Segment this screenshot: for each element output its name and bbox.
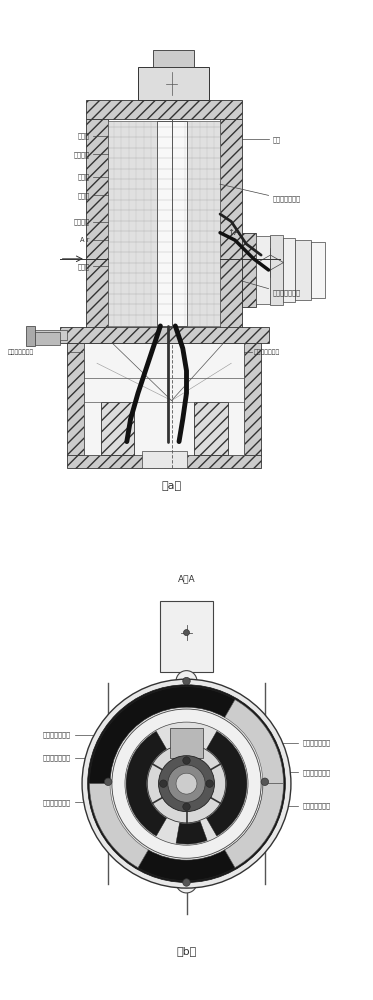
Wedge shape: [90, 784, 148, 868]
Circle shape: [104, 778, 112, 786]
Circle shape: [159, 756, 214, 812]
Circle shape: [206, 780, 213, 787]
Bar: [101, 402, 134, 455]
Bar: [86, 119, 108, 328]
Text: 定子端通讯电缆: 定子端通讯电缆: [272, 196, 300, 202]
Circle shape: [125, 722, 248, 845]
Bar: [86, 100, 242, 119]
Text: 转子端信号电缆: 转子端信号电缆: [43, 732, 71, 738]
Bar: [244, 337, 261, 456]
Bar: [170, 728, 203, 758]
Bar: [270, 235, 283, 305]
Text: 簧片组件: 簧片组件: [73, 151, 90, 158]
Text: 通讯环: 通讯环: [78, 132, 90, 139]
Bar: [256, 236, 270, 304]
Wedge shape: [90, 687, 235, 784]
Bar: [142, 451, 186, 468]
Bar: [157, 121, 186, 326]
Bar: [173, 758, 200, 765]
Circle shape: [108, 705, 265, 862]
Bar: [194, 402, 228, 455]
Text: 绝缘支架: 绝缘支架: [73, 218, 90, 225]
Text: 定子端信号电缆: 定子端信号电缆: [302, 803, 330, 809]
Bar: [283, 238, 295, 302]
Wedge shape: [207, 731, 247, 836]
Text: （a）: （a）: [162, 481, 182, 491]
Bar: [242, 233, 256, 307]
Text: 转动稳: 转动稳: [78, 173, 90, 180]
Bar: [311, 242, 325, 298]
Text: 定子端动力电缆: 定子端动力电缆: [272, 289, 300, 296]
Bar: [153, 50, 194, 67]
Text: 定子端动力电缆: 定子端动力电缆: [43, 799, 71, 806]
Wedge shape: [126, 731, 167, 836]
Circle shape: [176, 872, 197, 893]
Text: （b）: （b）: [176, 946, 197, 956]
Bar: [26, 326, 35, 346]
Text: 信号环: 信号环: [78, 192, 90, 199]
Circle shape: [168, 765, 205, 802]
Bar: [108, 121, 220, 326]
Circle shape: [183, 879, 190, 886]
Text: 转子端动力电缆: 转子端动力电缆: [302, 739, 330, 746]
Bar: [160, 601, 213, 672]
Circle shape: [82, 679, 291, 888]
Bar: [67, 337, 84, 456]
Circle shape: [160, 780, 167, 787]
Text: 定子端通讯电缆: 定子端通讯电缆: [43, 754, 71, 761]
Wedge shape: [138, 850, 235, 881]
Wedge shape: [225, 784, 283, 868]
Circle shape: [147, 744, 226, 823]
Circle shape: [261, 778, 269, 786]
Circle shape: [176, 671, 197, 692]
Text: 动力环: 动力环: [78, 263, 90, 270]
Circle shape: [254, 771, 275, 792]
Bar: [84, 343, 244, 455]
Text: 转子端动力电缆: 转子端动力电缆: [7, 349, 34, 355]
Text: A－A: A－A: [178, 574, 195, 583]
Circle shape: [88, 685, 285, 882]
Wedge shape: [225, 784, 283, 868]
Text: 转子端通讯电缆: 转子端通讯电缆: [302, 769, 330, 776]
Bar: [35, 332, 60, 345]
Bar: [295, 240, 311, 300]
Circle shape: [98, 771, 119, 792]
Text: 壳体: 壳体: [272, 136, 280, 143]
Wedge shape: [176, 821, 207, 844]
Circle shape: [183, 803, 190, 811]
Wedge shape: [225, 700, 283, 784]
Circle shape: [176, 773, 197, 794]
Text: 转子端通讯电缆: 转子端通讯电缆: [254, 349, 280, 355]
Bar: [60, 327, 269, 343]
Circle shape: [183, 677, 190, 685]
Circle shape: [183, 757, 190, 764]
Text: A r: A r: [80, 237, 90, 243]
Bar: [220, 119, 242, 328]
Bar: [30, 330, 67, 340]
Circle shape: [112, 709, 261, 858]
Bar: [67, 328, 261, 343]
Bar: [138, 67, 209, 100]
Text: ↑A: ↑A: [228, 228, 240, 237]
Circle shape: [184, 630, 189, 636]
Bar: [67, 455, 261, 468]
